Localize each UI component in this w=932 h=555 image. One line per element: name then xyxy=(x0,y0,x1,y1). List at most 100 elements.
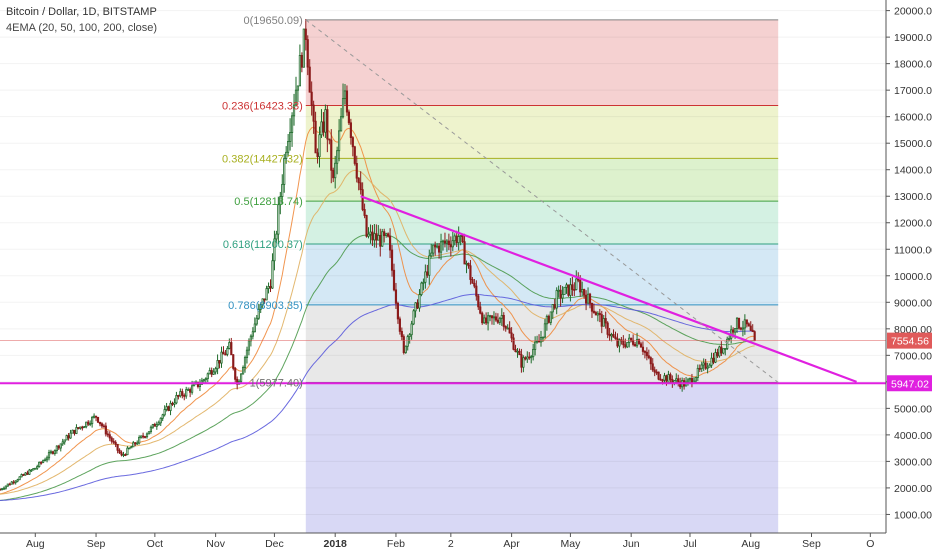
candle-up xyxy=(610,334,613,337)
candle-down xyxy=(308,66,311,93)
candle-up xyxy=(208,370,211,375)
candle-up xyxy=(206,373,209,380)
candle-up xyxy=(136,442,139,445)
candle-down xyxy=(357,177,360,184)
candle-down xyxy=(390,249,394,271)
candle-up xyxy=(428,255,431,276)
candle-down xyxy=(51,451,55,454)
candle-up xyxy=(526,356,529,360)
price-tick-label: 20000.00 xyxy=(894,6,932,18)
candle-down xyxy=(553,304,556,309)
fib-diagonal-line xyxy=(305,19,779,383)
candle-up xyxy=(367,233,370,237)
candle-down xyxy=(351,137,354,148)
candle-up xyxy=(216,360,219,370)
candle-down xyxy=(669,374,672,380)
candle-up xyxy=(175,395,178,404)
fibonacci-labels: 0(19650.09) 0.236(16423.33) 0.382(14427.32… xyxy=(222,15,303,390)
candle-down xyxy=(512,337,515,350)
candle-up xyxy=(334,162,337,179)
candle-up xyxy=(741,327,744,330)
candle-down xyxy=(559,289,562,299)
candle-up xyxy=(42,460,45,463)
candle-down xyxy=(345,90,349,113)
candle-down xyxy=(567,284,570,296)
candle-up xyxy=(500,314,503,319)
candle-down xyxy=(737,317,741,329)
candle-up xyxy=(702,362,705,366)
candle-up xyxy=(557,289,560,292)
candle-up xyxy=(47,452,51,459)
candle-down xyxy=(300,55,303,68)
candle-down xyxy=(304,28,307,41)
price-tick-label: 12000.00 xyxy=(894,218,932,230)
time-tick-label: Feb xyxy=(387,538,405,550)
candle-down xyxy=(712,357,715,363)
candle-down xyxy=(477,295,480,308)
candle-up xyxy=(373,233,376,241)
candle-down xyxy=(26,472,29,475)
candle-up xyxy=(457,236,460,244)
candle-up xyxy=(545,315,548,325)
candle-up xyxy=(385,233,388,236)
candle-down xyxy=(496,319,499,323)
candle-down xyxy=(592,310,596,313)
candle-up xyxy=(436,245,439,248)
candle-up xyxy=(173,402,176,405)
candle-up xyxy=(132,442,135,448)
candle-up xyxy=(83,426,86,429)
time-tick-label: Nov xyxy=(206,538,225,550)
candle-down xyxy=(614,336,617,340)
candle-up xyxy=(549,311,552,323)
candle-down xyxy=(0,488,2,491)
candle-up xyxy=(412,310,415,325)
candle-up xyxy=(32,468,35,471)
candle-down xyxy=(388,235,392,251)
candle-up xyxy=(281,183,284,197)
candle-down xyxy=(232,354,235,369)
time-tick-label: Jul xyxy=(683,538,696,550)
candle-up xyxy=(602,318,605,327)
candle-down xyxy=(665,375,668,382)
candle-down xyxy=(153,423,156,427)
candle-up xyxy=(586,293,590,304)
candle-up xyxy=(155,424,158,427)
candle-up xyxy=(706,366,709,369)
candle-down xyxy=(379,235,382,247)
candle-up xyxy=(290,115,294,133)
time-tick-label: Sep xyxy=(802,538,821,550)
candle-down xyxy=(447,240,450,245)
candle-up xyxy=(688,378,692,381)
candle-down xyxy=(434,244,437,248)
price-axis[interactable]: 1000.002000.003000.004000.005000.006000.… xyxy=(885,0,932,550)
candle-down xyxy=(98,421,102,425)
candle-down xyxy=(677,378,680,383)
price-tick-label: 5000.00 xyxy=(894,403,932,415)
fibonacci-retracement[interactable] xyxy=(305,19,779,533)
candle-up xyxy=(147,431,151,435)
candle-up xyxy=(240,373,243,382)
candle-down xyxy=(502,314,505,327)
candle-down xyxy=(167,406,170,411)
candle-down xyxy=(355,163,358,179)
candle-up xyxy=(85,421,88,428)
candle-up xyxy=(498,317,501,323)
candle-down xyxy=(716,352,719,357)
candle-up xyxy=(10,481,13,485)
candle-down xyxy=(571,284,574,290)
drawn-lines[interactable] xyxy=(0,19,886,385)
candle-up xyxy=(163,409,166,416)
candle-down xyxy=(661,379,664,382)
candle-down xyxy=(518,350,521,356)
candle-down xyxy=(108,434,111,439)
price-tick-label: 13000.00 xyxy=(894,191,932,203)
candle-down xyxy=(643,351,646,353)
candle-down xyxy=(143,436,147,438)
candle-down xyxy=(120,452,123,456)
candle-down xyxy=(485,317,488,324)
candle-down xyxy=(753,331,756,342)
candle-down xyxy=(142,435,145,438)
time-axis[interactable]: Aug Sep Oct Nov Dec 2018 Feb 2 Apr May Jun Jul Aug Se… xyxy=(0,532,932,550)
